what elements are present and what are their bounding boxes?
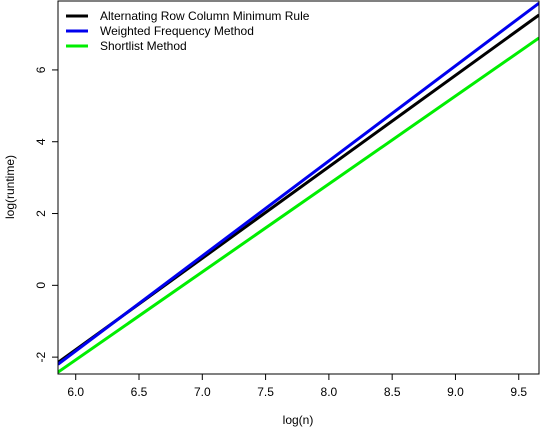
y-tick-label: 4 <box>34 138 48 145</box>
x-tick-label: 8.5 <box>384 385 401 399</box>
x-axis-label: log(n) <box>283 413 314 427</box>
x-tick-label: 6.5 <box>131 385 148 399</box>
x-tick-label: 6.0 <box>67 385 84 399</box>
legend-label: Alternating Row Column Minimum Rule <box>100 9 310 23</box>
series-line <box>58 36 539 374</box>
y-tick-label: 6 <box>34 66 48 73</box>
legend-label: Shortlist Method <box>100 39 187 53</box>
y-tick-label: 2 <box>34 210 48 217</box>
y-axis-label: log(runtime) <box>3 155 17 219</box>
x-tick-label: 9.0 <box>447 385 464 399</box>
x-tick-label: 9.5 <box>510 385 527 399</box>
y-tick-label: -2 <box>34 351 48 362</box>
plot-box <box>57 0 540 375</box>
series-line <box>58 1 539 366</box>
x-tick-label: 8.0 <box>321 385 338 399</box>
y-tick-label: 0 <box>34 282 48 289</box>
x-tick-label: 7.5 <box>257 385 274 399</box>
legend-label: Weighted Frequency Method <box>100 24 254 38</box>
x-tick-label: 7.0 <box>194 385 211 399</box>
